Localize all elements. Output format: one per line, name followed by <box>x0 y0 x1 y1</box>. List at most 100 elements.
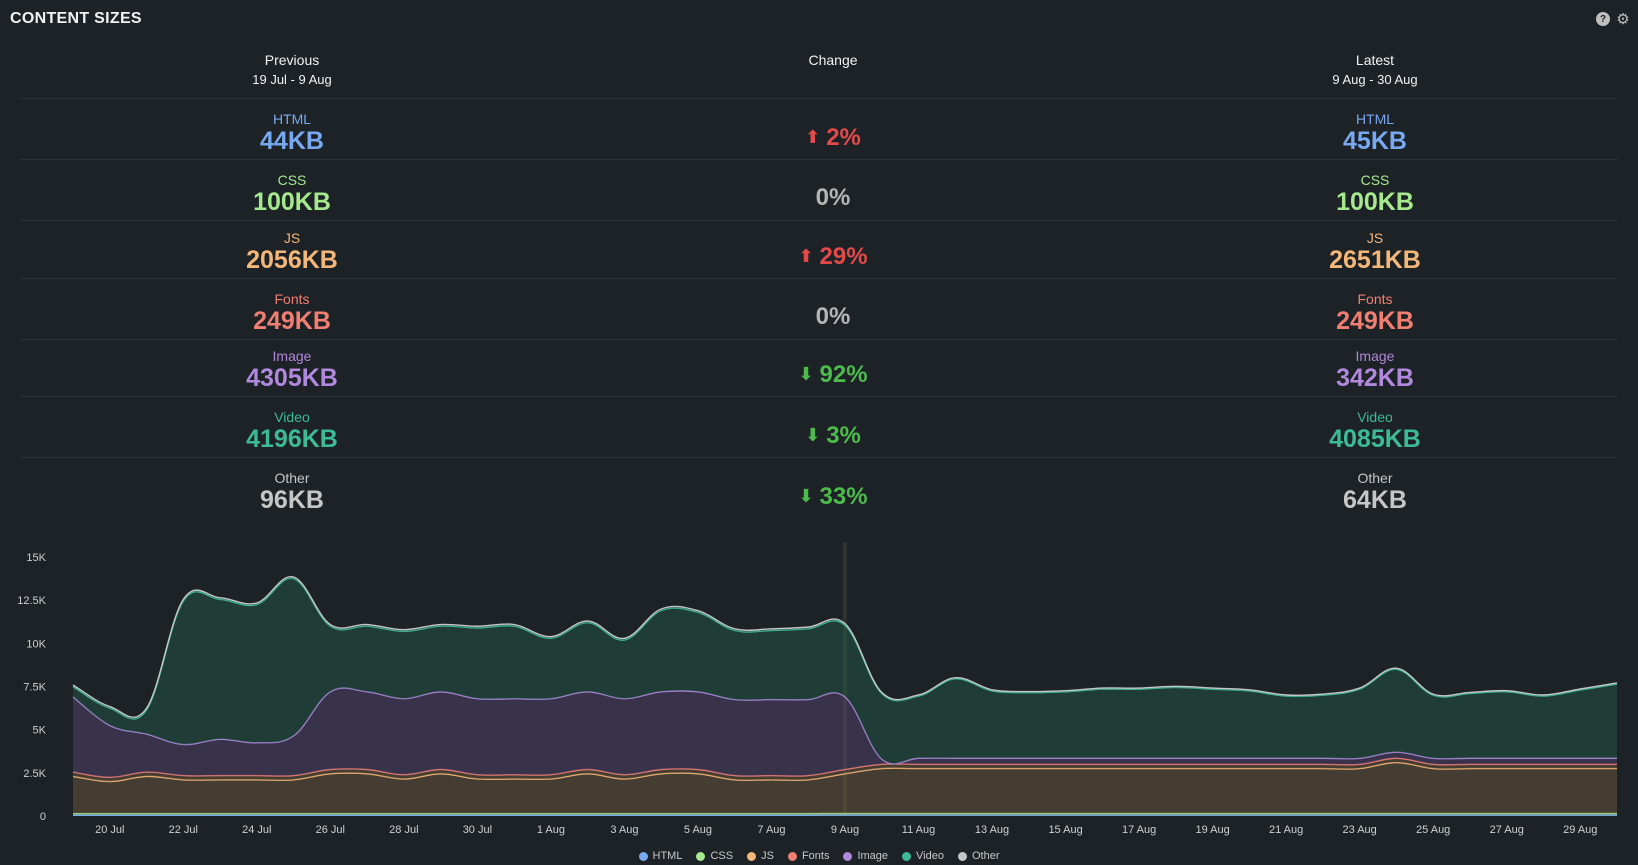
latest-cell: Video 4085KB <box>1175 397 1575 453</box>
change-value: 0% <box>633 184 1033 212</box>
change-value: ⬇ 33% <box>633 482 1033 511</box>
previous-column-header: Previous 19 Jul - 9 Aug <box>92 51 492 91</box>
previous-value: 2056KB <box>246 246 338 274</box>
legend-item-fonts[interactable]: Fonts <box>787 848 829 864</box>
metric-label: HTML <box>272 111 312 127</box>
legend-label: CSS <box>710 850 734 862</box>
metric-row-fonts: Fonts 249KB 0% Fonts 249KB <box>20 279 1618 340</box>
x-tick-label: 17 Aug <box>1122 824 1156 836</box>
legend-dot-icon <box>638 851 648 861</box>
previous-title: Previous <box>264 52 320 68</box>
legend-label: Other <box>971 850 1000 862</box>
latest-range: 9 Aug - 30 Aug <box>1332 72 1418 87</box>
metric-label: Other <box>274 470 310 486</box>
x-tick-label: 5 Aug <box>684 824 712 836</box>
legend-item-css[interactable]: CSS <box>696 848 733 864</box>
change-cell: ⬆ 29% <box>633 218 1033 271</box>
gear-icon[interactable]: ⚙ <box>1616 11 1630 28</box>
latest-value: 2651KB <box>1329 246 1421 274</box>
change-cell: 0% <box>633 160 1033 212</box>
metric-label: Other <box>1357 470 1393 486</box>
x-tick-label: 25 Aug <box>1416 824 1450 836</box>
metric-label: CSS <box>277 172 307 188</box>
change-percent: 0% <box>815 184 851 211</box>
previous-value: 100KB <box>253 188 331 216</box>
previous-cell: Video 4196KB <box>92 397 492 453</box>
previous-cell: Image 4305KB <box>92 336 492 392</box>
change-cell: ⬆ 2% <box>633 99 1033 152</box>
previous-cell: Fonts 249KB <box>92 279 492 335</box>
previous-cell: Other 96KB <box>92 458 492 514</box>
legend-dot-icon <box>787 851 797 861</box>
latest-cell: Other 64KB <box>1175 458 1575 514</box>
legend-item-js[interactable]: JS <box>747 848 774 864</box>
content-size-chart[interactable]: 0 2.5K 5K 7.5K 10K 12.5K 15K 20 Jul 22 Jul 24 Jul… <box>0 540 1638 865</box>
x-tick-label: 24 Jul <box>242 824 271 836</box>
change-percent: 92% <box>819 361 868 388</box>
legend-dot-icon <box>696 851 706 861</box>
legend-item-image[interactable]: Image <box>843 848 888 864</box>
metric-row-other: Other 96KB ⬇ 33% Other 64KB <box>20 458 1618 519</box>
latest-value: 45KB <box>1343 127 1407 155</box>
previous-value: 4196KB <box>246 425 338 453</box>
metric-label: Fonts <box>1357 291 1393 307</box>
metric-row-js: JS 2056KB ⬆ 29% JS 2651KB <box>20 218 1618 279</box>
previous-value: 44KB <box>260 127 324 155</box>
latest-cell: CSS 100KB <box>1175 160 1575 216</box>
previous-cell: HTML 44KB <box>92 99 492 155</box>
change-value: ⬇ 3% <box>633 421 1033 450</box>
previous-value: 249KB <box>253 307 331 335</box>
change-value: 0% <box>633 303 1033 331</box>
change-cell: 0% <box>633 279 1033 331</box>
previous-range: 19 Jul - 9 Aug <box>252 72 332 87</box>
y-tick-label: 0 <box>40 811 46 823</box>
chart-legend: HTML CSS JS Fonts Image Video Other <box>0 848 1638 864</box>
y-tick-label: 2.5K <box>23 768 46 780</box>
y-tick-label: 5K <box>33 725 47 737</box>
legend-item-video[interactable]: Video <box>902 848 944 864</box>
legend-item-other[interactable]: Other <box>957 848 1000 864</box>
x-tick-label: 28 Jul <box>389 824 418 836</box>
legend-dot-icon <box>902 851 912 861</box>
x-tick-label: 21 Aug <box>1269 824 1303 836</box>
latest-cell: JS 2651KB <box>1175 218 1575 274</box>
series-area-image <box>73 687 1617 778</box>
change-cell: ⬇ 92% <box>633 336 1033 389</box>
latest-value: 4085KB <box>1329 425 1421 453</box>
x-tick-label: 7 Aug <box>757 824 785 836</box>
latest-cell: Image 342KB <box>1175 336 1575 392</box>
x-tick-label: 9 Aug <box>831 824 859 836</box>
legend-item-html[interactable]: HTML <box>638 848 682 864</box>
arrow-up-icon: ⬆ <box>805 127 821 147</box>
metric-label: Image <box>272 348 312 364</box>
metric-label: JS <box>1366 230 1384 246</box>
metric-row-video: Video 4196KB ⬇ 3% Video 4085KB <box>20 397 1618 458</box>
y-tick-label: 7.5K <box>23 682 46 694</box>
metric-label: Fonts <box>274 291 310 307</box>
x-tick-label: 19 Aug <box>1195 824 1229 836</box>
panel-actions: ? ⚙ <box>1596 11 1630 28</box>
metric-label: HTML <box>1355 111 1395 127</box>
latest-cell: Fonts 249KB <box>1175 279 1575 335</box>
arrow-down-icon: ⬇ <box>798 364 814 384</box>
metric-label: Image <box>1355 348 1395 364</box>
latest-value: 100KB <box>1336 188 1414 216</box>
x-tick-label: 29 Aug <box>1563 824 1597 836</box>
panel-title: CONTENT SIZES <box>10 10 142 27</box>
help-icon[interactable]: ? <box>1596 12 1610 26</box>
date-marker-line <box>843 542 847 816</box>
change-percent: 29% <box>819 243 868 270</box>
x-tick-label: 22 Jul <box>169 824 198 836</box>
latest-value: 249KB <box>1336 307 1414 335</box>
series-line-fonts <box>72 757 1618 778</box>
x-tick-label: 27 Aug <box>1490 824 1524 836</box>
series-line-other <box>72 576 1618 718</box>
previous-value: 96KB <box>260 486 324 514</box>
metric-label: Video <box>274 409 310 425</box>
x-tick-label: 20 Jul <box>95 824 124 836</box>
metric-row-html: HTML 44KB ⬆ 2% HTML 45KB <box>20 99 1618 160</box>
latest-title: Latest <box>1355 52 1395 68</box>
y-tick-label: 12.5K <box>17 595 46 607</box>
series-line-js <box>72 761 1617 783</box>
change-cell: ⬇ 33% <box>633 458 1033 511</box>
